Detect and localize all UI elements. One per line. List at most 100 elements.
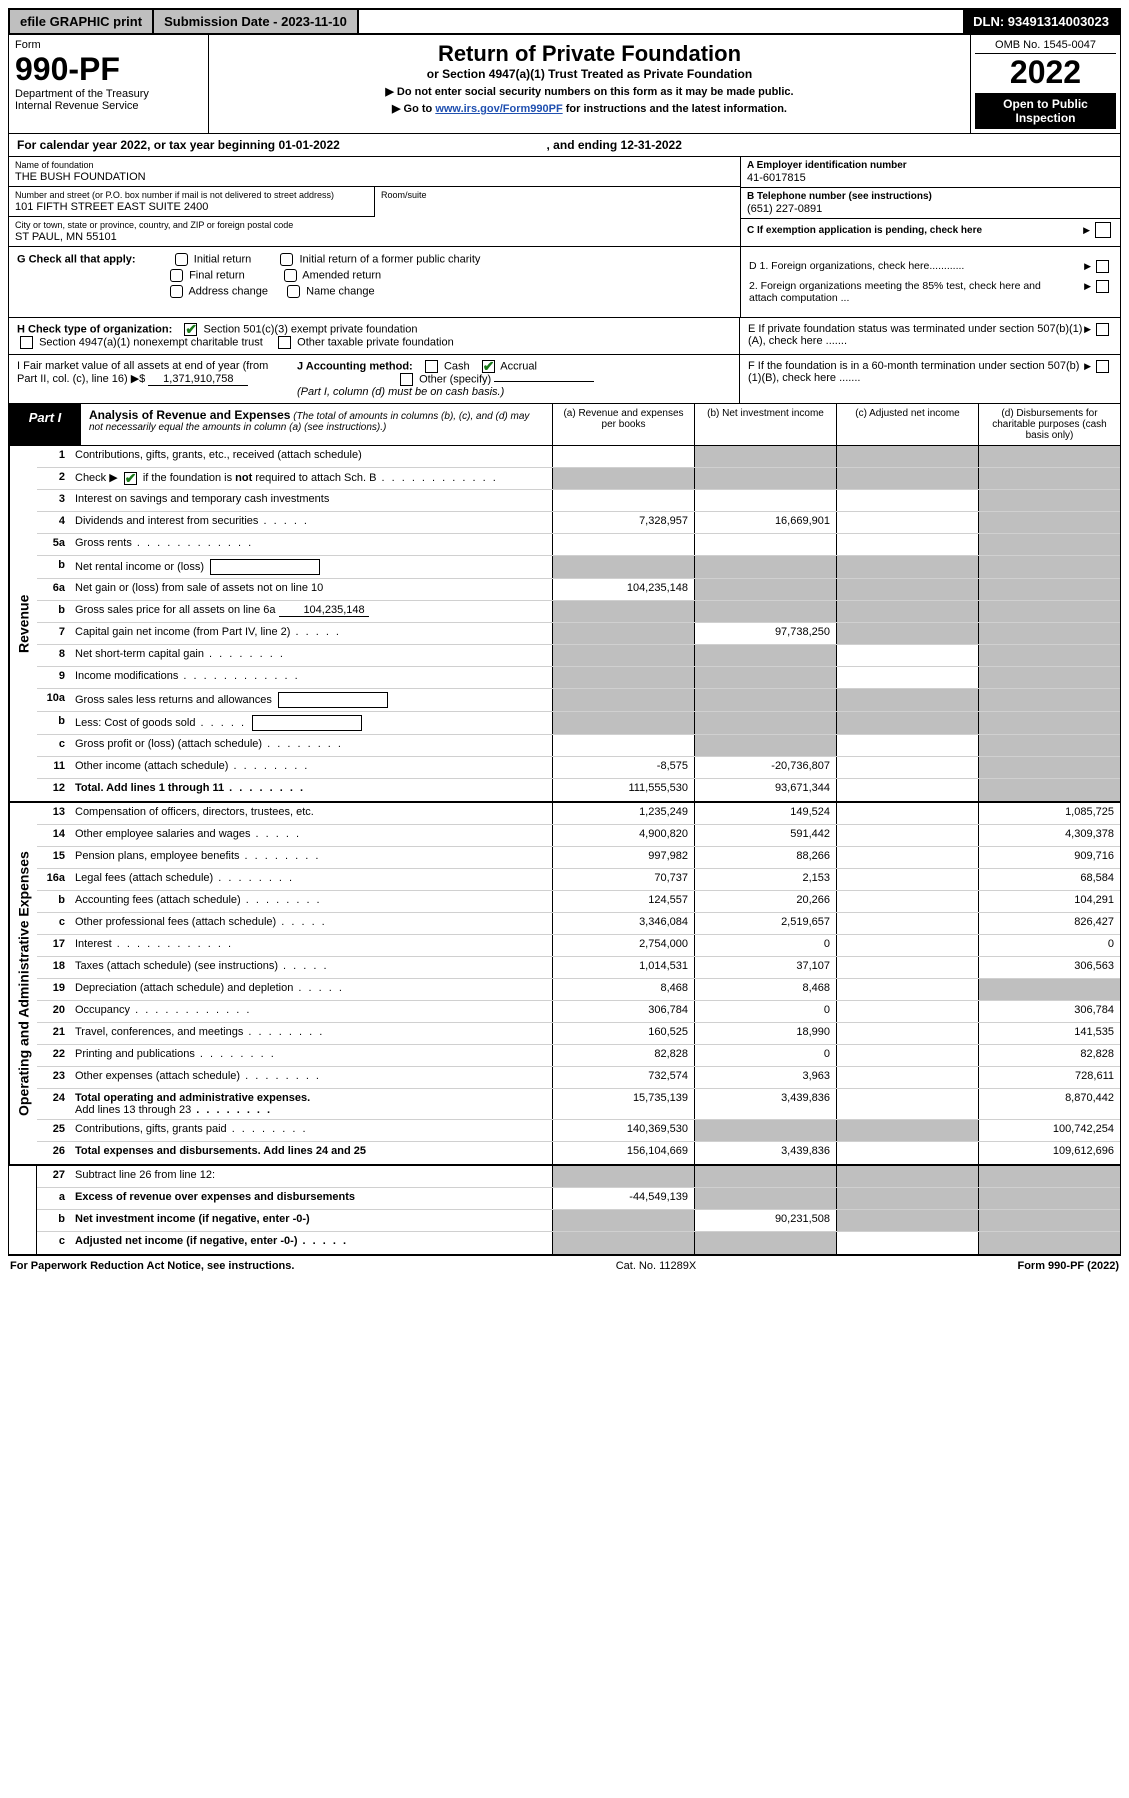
row-1: 1Contributions, gifts, grants, etc., rec… xyxy=(37,446,1120,468)
f-label: F If the foundation is in a 60-month ter… xyxy=(748,360,1084,384)
row-8: 8Net short-term capital gain xyxy=(37,645,1120,667)
col-c-header: (c) Adjusted net income xyxy=(836,404,978,445)
form990pf-link[interactable]: www.irs.gov/Form990PF xyxy=(435,103,562,115)
header-right: OMB No. 1545-0047 2022 Open to Public In… xyxy=(970,35,1120,133)
row-10a: 10aGross sales less returns and allowanc… xyxy=(37,689,1120,712)
checkbox-initial-former[interactable] xyxy=(280,253,293,266)
row-6a: 6aNet gain or (loss) from sale of assets… xyxy=(37,579,1120,601)
checkbox-f[interactable] xyxy=(1096,360,1109,373)
checkbox-d2[interactable] xyxy=(1096,280,1109,293)
row-23: 23Other expenses (attach schedule)732,57… xyxy=(37,1067,1120,1089)
e-label: E If private foundation status was termi… xyxy=(748,323,1084,347)
col-b-header: (b) Net investment income xyxy=(694,404,836,445)
footer-cat: Cat. No. 11289X xyxy=(616,1260,697,1272)
dept-line-2: Internal Revenue Service xyxy=(15,100,202,112)
section-h-e: H Check type of organization: Section 50… xyxy=(8,318,1121,355)
line-27-table: 27Subtract line 26 from line 12: aExcess… xyxy=(8,1165,1121,1255)
j-note: (Part I, column (d) must be on cash basi… xyxy=(297,386,504,398)
top-bar: efile GRAPHIC print Submission Date - 20… xyxy=(8,8,1121,35)
row-27c: cAdjusted net income (if negative, enter… xyxy=(37,1232,1120,1254)
part1-title: Analysis of Revenue and Expenses xyxy=(89,408,290,422)
checkbox-c[interactable] xyxy=(1095,222,1111,238)
section-c-cell: C If exemption application is pending, c… xyxy=(741,219,1120,241)
checkbox-address-change[interactable] xyxy=(170,285,183,298)
open-to-public: Open to Public Inspection xyxy=(975,93,1116,129)
form-title: Return of Private Foundation xyxy=(219,41,960,67)
arrow-icon xyxy=(1084,323,1093,335)
row-5a: 5aGross rents xyxy=(37,534,1120,556)
row-27a: aExcess of revenue over expenses and dis… xyxy=(37,1188,1120,1210)
row-16a: 16aLegal fees (attach schedule)70,7372,1… xyxy=(37,869,1120,891)
submission-date-button[interactable]: Submission Date - 2023-11-10 xyxy=(154,10,359,33)
tax-year: 2022 xyxy=(975,54,1116,91)
row-26: 26Total expenses and disbursements. Add … xyxy=(37,1142,1120,1164)
side-label-revenue: Revenue xyxy=(9,446,37,801)
foundation-name-cell: Name of foundation THE BUSH FOUNDATION xyxy=(9,157,740,187)
row-22: 22Printing and publications82,828082,828 xyxy=(37,1045,1120,1067)
checkbox-name-change[interactable] xyxy=(287,285,300,298)
checkbox-sch-b[interactable] xyxy=(124,472,137,485)
row-11: 11Other income (attach schedule)-8,575-2… xyxy=(37,757,1120,779)
entity-block: Name of foundation THE BUSH FOUNDATION N… xyxy=(8,157,1121,247)
row-15: 15Pension plans, employee benefits997,98… xyxy=(37,847,1120,869)
part-tab: Part I xyxy=(9,404,81,445)
form-number: 990-PF xyxy=(15,51,202,88)
row-5b: bNet rental income or (loss) xyxy=(37,556,1120,579)
omb-number: OMB No. 1545-0047 xyxy=(975,39,1116,54)
section-ij-f: I Fair market value of all assets at end… xyxy=(8,355,1121,404)
row-18: 18Taxes (attach schedule) (see instructi… xyxy=(37,957,1120,979)
arrow-icon xyxy=(1084,360,1093,372)
dln-label: DLN: 93491314003023 xyxy=(963,10,1119,33)
row-7: 7Capital gain net income (from Part IV, … xyxy=(37,623,1120,645)
row-4: 4Dividends and interest from securities7… xyxy=(37,512,1120,534)
arrow-icon xyxy=(1084,260,1093,272)
note-ssn: ▶ Do not enter social security numbers o… xyxy=(219,85,960,98)
row-6b: bGross sales price for all assets on lin… xyxy=(37,601,1120,623)
checkbox-amended-return[interactable] xyxy=(284,269,297,282)
checkbox-initial-return[interactable] xyxy=(175,253,188,266)
checkbox-cash[interactable] xyxy=(425,360,438,373)
revenue-table: Revenue 1Contributions, gifts, grants, e… xyxy=(8,446,1121,802)
row-13: 13Compensation of officers, directors, t… xyxy=(37,803,1120,825)
header-left: Form 990-PF Department of the Treasury I… xyxy=(9,35,209,133)
efile-print-button[interactable]: efile GRAPHIC print xyxy=(10,10,154,33)
note-goto: ▶ Go to www.irs.gov/Form990PF for instru… xyxy=(219,102,960,115)
row-16c: cOther professional fees (attach schedul… xyxy=(37,913,1120,935)
arrow-icon xyxy=(1083,225,1092,236)
row-10b: bLess: Cost of goods sold xyxy=(37,712,1120,735)
footer-left: For Paperwork Reduction Act Notice, see … xyxy=(10,1260,294,1272)
phone-cell: B Telephone number (see instructions) (6… xyxy=(741,188,1120,219)
checkbox-other-taxable[interactable] xyxy=(278,336,291,349)
row-21: 21Travel, conferences, and meetings160,5… xyxy=(37,1023,1120,1045)
checkbox-4947a1[interactable] xyxy=(20,336,33,349)
address-cell: Number and street (or P.O. box number if… xyxy=(9,187,374,217)
checkbox-e[interactable] xyxy=(1096,323,1109,336)
row-14: 14Other employee salaries and wages4,900… xyxy=(37,825,1120,847)
row-27b: bNet investment income (if negative, ent… xyxy=(37,1210,1120,1232)
checkbox-d1[interactable] xyxy=(1096,260,1109,273)
row-27: 27Subtract line 26 from line 12: xyxy=(37,1166,1120,1188)
col-d-header: (d) Disbursements for charitable purpose… xyxy=(978,404,1120,445)
row-2: 2Check ▶ if the foundation is not requir… xyxy=(37,468,1120,490)
arrow-icon xyxy=(1084,280,1093,292)
row-24: 24Total operating and administrative exp… xyxy=(37,1089,1120,1120)
g-label: G Check all that apply: xyxy=(17,253,136,265)
col-a-header: (a) Revenue and expenses per books xyxy=(552,404,694,445)
h-label: H Check type of organization: xyxy=(17,323,172,335)
room-cell: Room/suite xyxy=(374,187,740,217)
checkbox-501c3[interactable] xyxy=(184,323,197,336)
d1-label: D 1. Foreign organizations, check here..… xyxy=(749,260,1072,273)
checkbox-final-return[interactable] xyxy=(170,269,183,282)
footer-form: Form 990-PF (2022) xyxy=(1017,1260,1119,1272)
form-header: Form 990-PF Department of the Treasury I… xyxy=(8,35,1121,134)
part-1-header: Part I Analysis of Revenue and Expenses … xyxy=(8,404,1121,446)
checkbox-other-method[interactable] xyxy=(400,373,413,386)
row-10c: cGross profit or (loss) (attach schedule… xyxy=(37,735,1120,757)
row-16b: bAccounting fees (attach schedule)124,55… xyxy=(37,891,1120,913)
row-20: 20Occupancy306,7840306,784 xyxy=(37,1001,1120,1023)
row-25: 25Contributions, gifts, grants paid140,3… xyxy=(37,1120,1120,1142)
form-word: Form xyxy=(15,39,202,51)
calendar-year-row: For calendar year 2022, or tax year begi… xyxy=(8,134,1121,157)
checkbox-accrual[interactable] xyxy=(482,360,495,373)
form-subtitle: or Section 4947(a)(1) Trust Treated as P… xyxy=(219,67,960,81)
